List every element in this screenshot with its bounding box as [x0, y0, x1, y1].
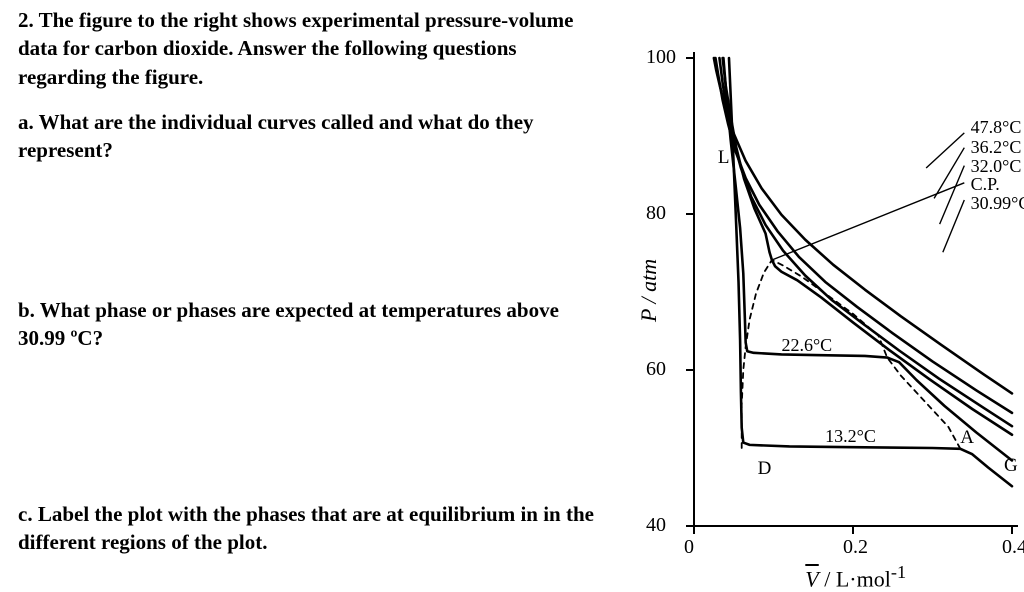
- y-axis-label: P / atm: [636, 259, 662, 322]
- chart-label: 30.99°C: [971, 193, 1024, 214]
- leader-line: [772, 183, 964, 260]
- isotherm-curve: [723, 58, 1012, 435]
- chart-label: 13.2°C: [825, 426, 876, 447]
- x-tick-label: 0.2: [843, 536, 868, 559]
- isotherm-curve: [729, 58, 1012, 486]
- leader-line: [926, 133, 964, 168]
- isotherm-curve: [715, 58, 1012, 413]
- chart-label: 47.8°C: [971, 117, 1022, 138]
- isotherm-curve: [723, 58, 1012, 460]
- x-axis-label: V / L·mol-1: [805, 562, 906, 592]
- question-header: 2. The figure to the right shows experim…: [18, 6, 578, 91]
- question-a: a. What are the individual curves called…: [18, 108, 578, 165]
- chart-label: L: [718, 147, 730, 169]
- y-tick-label: 60: [646, 358, 666, 381]
- leader-line: [940, 166, 965, 225]
- chart-label: D: [758, 458, 772, 480]
- x-tick-label: 0: [684, 536, 694, 559]
- question-c: c. Label the plot with the phases that a…: [18, 500, 618, 557]
- y-tick-label: 80: [646, 202, 666, 225]
- chart-label: 22.6°C: [781, 335, 832, 356]
- x-tick-label: 0.4: [1002, 536, 1024, 559]
- y-tick-label: 40: [646, 514, 666, 537]
- page-root: { "problem": { "header": "2. The figure …: [0, 0, 1024, 581]
- isotherm-curve: [714, 58, 1012, 393]
- leader-line: [934, 148, 964, 199]
- y-tick-label: 100: [646, 46, 676, 69]
- chart-label: A: [960, 427, 974, 449]
- question-b: b. What phase or phases are expected at …: [18, 296, 578, 353]
- chart-label: G: [1004, 455, 1018, 477]
- chart-svg: [608, 30, 1012, 574]
- isotherm-curve: [719, 58, 1012, 426]
- pv-chart: 40608010000.20.4P / atmV / L·mol-147.8°C…: [608, 30, 1012, 574]
